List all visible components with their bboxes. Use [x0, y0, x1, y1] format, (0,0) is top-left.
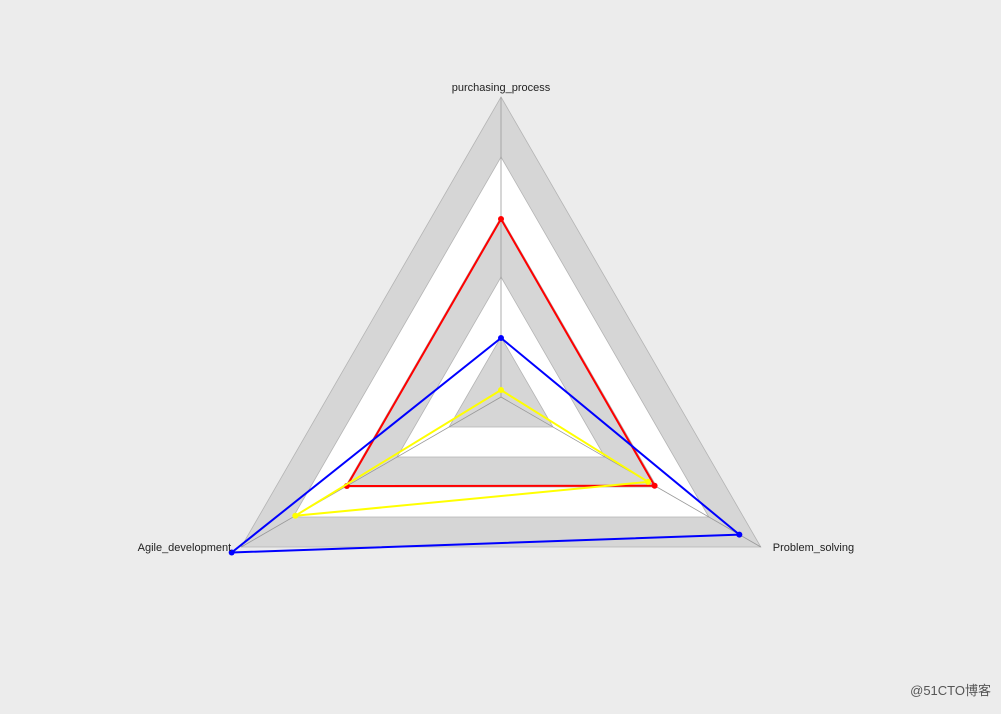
series-1-point-Problem_solving [736, 531, 743, 538]
series-2-point-Problem_solving [645, 478, 652, 485]
watermark: @51CTO博客 [910, 683, 991, 698]
series-1 [228, 334, 743, 556]
spoke-Agile_development [240, 396, 502, 548]
axis-label-Agile_development: Agile_development [138, 542, 232, 554]
axis-labels: purchasing_process Problem_solving Agile_d… [138, 82, 855, 554]
axis-label-Problem_solving: Problem_solving [773, 542, 854, 554]
series-1-point-Agile_development [228, 549, 235, 556]
series-0-point-Problem_solving [651, 482, 658, 489]
series-0-line [345, 218, 656, 487]
series-1-line [230, 336, 741, 554]
series-2-point-purchasing_process [498, 387, 504, 394]
radar-series [228, 216, 743, 556]
series-2-point-Agile_development [292, 512, 299, 519]
series-0-point-purchasing_process [498, 216, 504, 223]
series-1-point-purchasing_process [498, 334, 504, 341]
axis-label-purchasing_process: purchasing_process [452, 82, 551, 94]
series-2-line [294, 389, 650, 517]
series-2 [292, 387, 652, 519]
